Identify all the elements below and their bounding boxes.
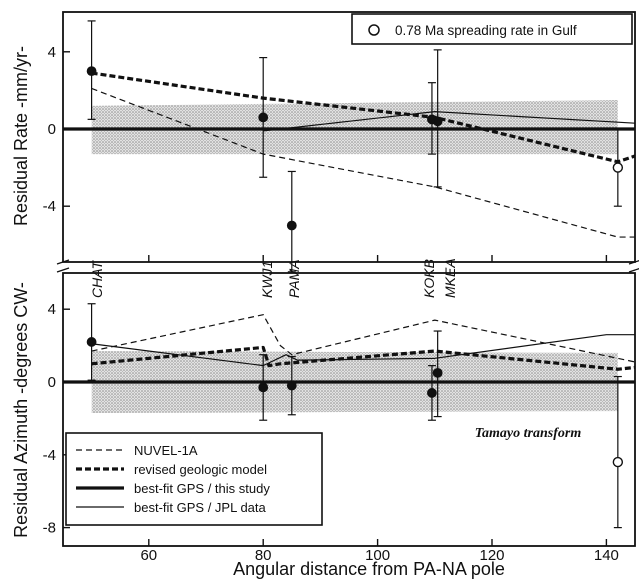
data-point-azimuth-gulf bbox=[612, 456, 624, 468]
open-circle-marker-icon bbox=[368, 24, 380, 36]
x-tick-label-4: 140 bbox=[594, 547, 619, 564]
site-label-kokb: KOKB bbox=[421, 259, 437, 298]
data-point-azimuth-pama bbox=[286, 380, 297, 391]
data-point-azimuth-kokb bbox=[427, 388, 437, 398]
x-tick-label-3: 120 bbox=[479, 547, 504, 564]
series-line-azimuth-0 bbox=[91, 314, 636, 363]
legend-label-nuvel: NUVEL-1A bbox=[134, 443, 198, 458]
site-label-pama: PAMA bbox=[286, 259, 302, 298]
site-label-kwj1: KWJ1 bbox=[259, 261, 275, 298]
upper-legend: 0.78 Ma spreading rate in Gulf bbox=[351, 13, 633, 45]
legend-label-gps-this-study: best-fit GPS / this study bbox=[134, 481, 270, 496]
data-point-rate-gulf bbox=[612, 162, 624, 173]
axis-break-1-a bbox=[628, 259, 639, 265]
legend-label-gps-jpl: best-fit GPS / JPL data bbox=[134, 500, 267, 515]
y-tick-label-azimuth-1: 0 bbox=[48, 374, 56, 391]
plot-frame-rate bbox=[62, 11, 636, 263]
series-line-rate-3 bbox=[263, 111, 636, 132]
x-tick-label-0: 60 bbox=[140, 547, 157, 564]
lower-legend-box bbox=[65, 432, 323, 526]
y-tick-label-rate-2: -4 bbox=[43, 198, 56, 215]
upper-legend-box bbox=[351, 13, 633, 45]
data-point-azimuth-kwj1 bbox=[258, 382, 269, 393]
data-point-rate-pama bbox=[286, 220, 297, 231]
x-tick-label-1: 80 bbox=[255, 547, 272, 564]
x-axis-title: Angular distance from PA-NA pole bbox=[233, 559, 505, 579]
axis-break-1-b bbox=[628, 267, 639, 273]
tamayo-transform-annotation: Tamayo transform bbox=[475, 426, 582, 441]
y-axis-title-rate: Residual Rate -mm/yr- bbox=[11, 46, 31, 226]
data-point-rate-chat bbox=[86, 66, 97, 77]
y-axis-title-azimuth: Residual Azimuth -degrees CW- bbox=[11, 282, 31, 538]
plot-frame-azimuth bbox=[62, 272, 636, 547]
data-point-rate-mkea bbox=[432, 116, 443, 127]
axis-break-0-a bbox=[56, 259, 70, 265]
axis-break-0-b bbox=[56, 267, 70, 273]
lower-legend: NUVEL-1A revised geologic model best-fit… bbox=[65, 432, 323, 526]
data-point-azimuth-mkea bbox=[432, 367, 443, 378]
y-tick-label-azimuth-3: -8 bbox=[43, 520, 56, 537]
uncertainty-band-rate bbox=[91, 100, 618, 155]
upper-legend-label: 0.78 Ma spreading rate in Gulf bbox=[395, 23, 577, 38]
y-tick-label-azimuth-0: 4 bbox=[48, 301, 56, 318]
series-line-rate-0 bbox=[91, 87, 635, 238]
site-label-mkea: MKEA bbox=[442, 258, 458, 298]
y-tick-label-rate-1: 0 bbox=[48, 121, 56, 138]
x-tick-label-2: 100 bbox=[365, 547, 390, 564]
legend-label-geologic: revised geologic model bbox=[134, 462, 267, 477]
data-point-azimuth-chat bbox=[86, 337, 97, 347]
y-tick-label-azimuth-2: -4 bbox=[43, 447, 56, 464]
data-point-rate-kwj1 bbox=[258, 112, 269, 123]
site-label-chat: CHAT bbox=[89, 259, 105, 298]
y-tick-label-rate-0: 4 bbox=[48, 44, 56, 61]
series-line-azimuth-1 bbox=[91, 345, 636, 371]
